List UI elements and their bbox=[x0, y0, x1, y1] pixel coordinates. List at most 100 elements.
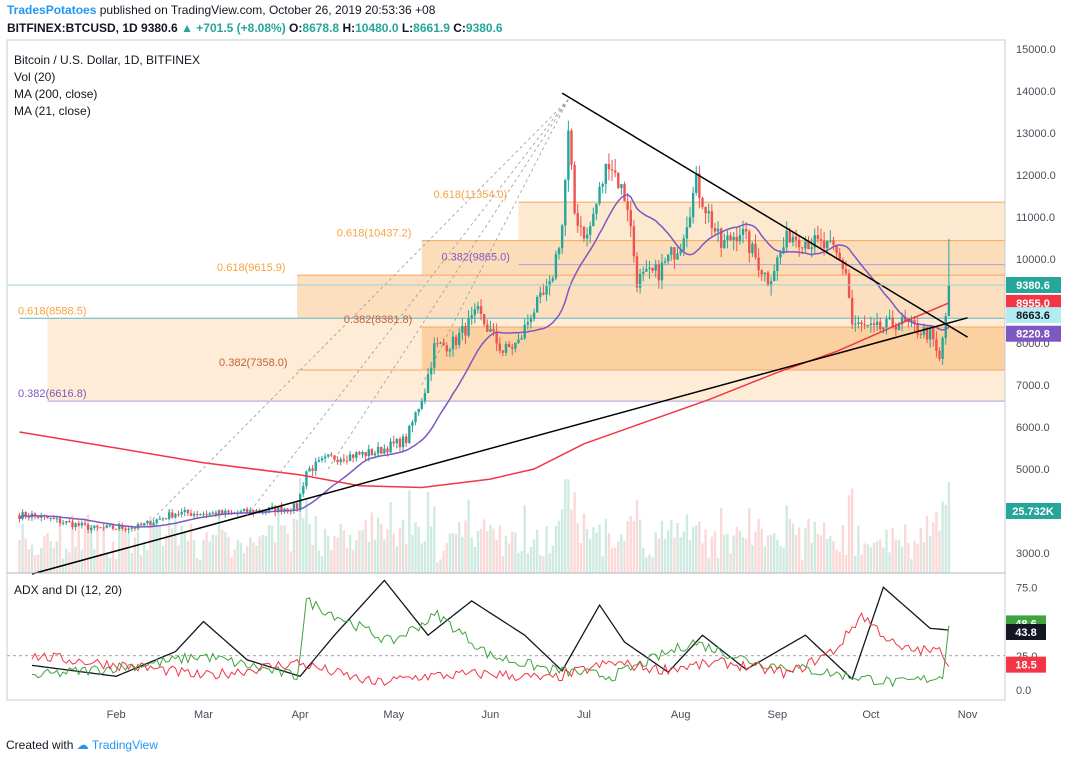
volume-bar bbox=[832, 541, 835, 573]
x-tick-label: Apr bbox=[292, 709, 309, 721]
candle-body bbox=[642, 271, 645, 274]
candle-body bbox=[208, 513, 211, 515]
candle-body bbox=[866, 324, 869, 326]
volume-bar bbox=[866, 544, 869, 573]
candle-body bbox=[885, 318, 888, 328]
volume-bar bbox=[155, 518, 158, 573]
candle-body bbox=[888, 317, 891, 319]
x-tick-label: Feb bbox=[107, 709, 126, 721]
volume-bar bbox=[713, 531, 717, 573]
volume-bar bbox=[791, 523, 795, 573]
candle-body bbox=[601, 184, 604, 187]
candle-body bbox=[111, 525, 115, 529]
candle-body bbox=[582, 226, 586, 239]
volume-bar bbox=[270, 525, 274, 573]
candle-body bbox=[180, 511, 183, 515]
adx-tag: 43.8 bbox=[1015, 627, 1036, 639]
volume-bar bbox=[498, 525, 501, 573]
candle-body bbox=[560, 225, 564, 249]
volume-bar bbox=[289, 551, 293, 573]
volume-bar bbox=[283, 525, 286, 573]
volume-bar bbox=[348, 534, 352, 573]
volume-bar bbox=[339, 523, 342, 573]
candle-body bbox=[564, 180, 567, 226]
volume-bar bbox=[68, 552, 71, 573]
adx-panel: 0.025.050.075.048.643.818.5 bbox=[7, 579, 1046, 697]
volume-bar bbox=[46, 532, 49, 573]
candle-body bbox=[314, 461, 317, 471]
volume-bar bbox=[146, 550, 149, 573]
volume-bar bbox=[863, 543, 866, 573]
candle-body bbox=[704, 207, 707, 214]
volume-bar bbox=[907, 542, 910, 573]
volume-bar bbox=[411, 534, 414, 573]
volume-bar bbox=[635, 499, 639, 573]
candle-body bbox=[90, 527, 93, 530]
candle-body bbox=[492, 328, 495, 332]
candle-body bbox=[77, 523, 80, 526]
volume-bar bbox=[439, 559, 442, 573]
candle-body bbox=[367, 449, 370, 457]
volume-bar bbox=[386, 529, 389, 573]
candle-body bbox=[27, 516, 31, 518]
volume-bar bbox=[670, 519, 673, 573]
candle-body bbox=[442, 342, 445, 346]
candle-body bbox=[86, 524, 90, 530]
candle-body bbox=[124, 528, 127, 530]
candle-body bbox=[139, 523, 143, 526]
volume-bar bbox=[96, 523, 99, 573]
volume-bar bbox=[835, 549, 838, 573]
volume-bar bbox=[729, 553, 732, 573]
close-value: 9380.6 bbox=[465, 21, 503, 35]
candle-body bbox=[748, 231, 751, 254]
volume-bar bbox=[392, 533, 395, 573]
candle-body bbox=[192, 513, 196, 516]
volume-bar bbox=[666, 530, 670, 573]
tradingview-link[interactable]: TradingView bbox=[91, 738, 158, 752]
volume-bar bbox=[632, 521, 636, 573]
volume-bar bbox=[854, 555, 857, 573]
volume-bar bbox=[501, 556, 505, 573]
volume-bar bbox=[408, 490, 411, 573]
candle-body bbox=[685, 227, 689, 239]
candle-body bbox=[891, 317, 894, 327]
volume-bar bbox=[336, 537, 339, 573]
candle-body bbox=[779, 252, 782, 258]
volume-bar bbox=[841, 525, 845, 573]
volume-bar bbox=[158, 525, 162, 573]
author-link[interactable]: TradesPotatoes bbox=[7, 3, 97, 17]
candle-body bbox=[274, 506, 277, 513]
volume-bar bbox=[245, 546, 249, 573]
volume-bar bbox=[199, 560, 202, 573]
volume-bar bbox=[401, 519, 405, 573]
volume-bar bbox=[663, 538, 667, 573]
x-tick-label: Mar bbox=[194, 709, 213, 721]
adx-y-tick: 75.0 bbox=[1016, 582, 1037, 594]
candle-body bbox=[754, 243, 757, 258]
candle-body bbox=[517, 339, 520, 343]
volume-bar bbox=[888, 552, 891, 573]
candle-body bbox=[433, 343, 436, 368]
candle-body bbox=[46, 516, 49, 519]
volume-bar bbox=[941, 501, 944, 573]
di_plus-line bbox=[31, 597, 950, 688]
volume-bar bbox=[529, 546, 533, 573]
volume-bar bbox=[682, 531, 685, 573]
volume-bar bbox=[189, 523, 193, 573]
volume-bar bbox=[919, 527, 922, 573]
candle-body bbox=[654, 264, 657, 271]
candle-body bbox=[875, 321, 879, 325]
volume-bar bbox=[695, 525, 698, 573]
candle-body bbox=[844, 269, 848, 274]
candle-body bbox=[900, 317, 904, 325]
candle-body bbox=[405, 436, 408, 443]
candle-body bbox=[504, 343, 508, 353]
volume-bar bbox=[476, 530, 480, 573]
volume-bar bbox=[171, 528, 174, 573]
candle-body bbox=[74, 523, 77, 528]
volume-bar bbox=[582, 513, 586, 573]
candle-body bbox=[398, 438, 402, 448]
candle-body bbox=[776, 257, 779, 272]
volume-bar bbox=[557, 520, 561, 573]
